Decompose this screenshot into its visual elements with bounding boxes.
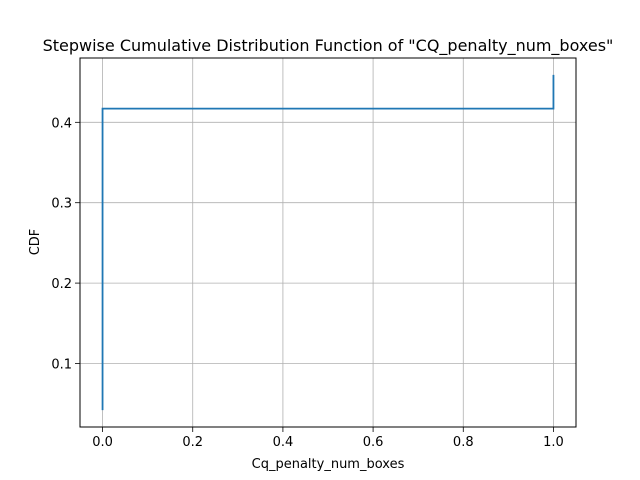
x-tick-label: 0.4: [273, 435, 294, 450]
x-axis-label: Cq_penalty_num_boxes: [252, 457, 405, 472]
y-axis-ticks: 0.1 0.2 0.3 0.4: [51, 116, 80, 372]
grid-lines: [80, 58, 576, 427]
series-group: [101, 74, 555, 411]
x-tick-label: 1.0: [543, 435, 564, 450]
x-axis-ticks: 0.0 0.2 0.4 0.6 0.8 1.0: [92, 427, 564, 450]
y-axis-label: CDF: [28, 229, 43, 256]
x-tick-label: 0.6: [363, 435, 384, 450]
x-tick-label: 0.8: [453, 435, 474, 450]
plot-frame: [79, 57, 577, 428]
y-tick-label: 0.3: [51, 197, 72, 212]
y-tick-label: 0.2: [51, 277, 72, 292]
x-tick-label: 0.0: [92, 435, 113, 450]
x-tick-label: 0.2: [182, 435, 203, 450]
chart-title: Stepwise Cumulative Distribution Functio…: [43, 36, 614, 56]
y-tick-label: 0.1: [51, 357, 72, 372]
y-tick-label: 0.4: [51, 116, 72, 131]
cdf-step-line: [101, 74, 555, 411]
